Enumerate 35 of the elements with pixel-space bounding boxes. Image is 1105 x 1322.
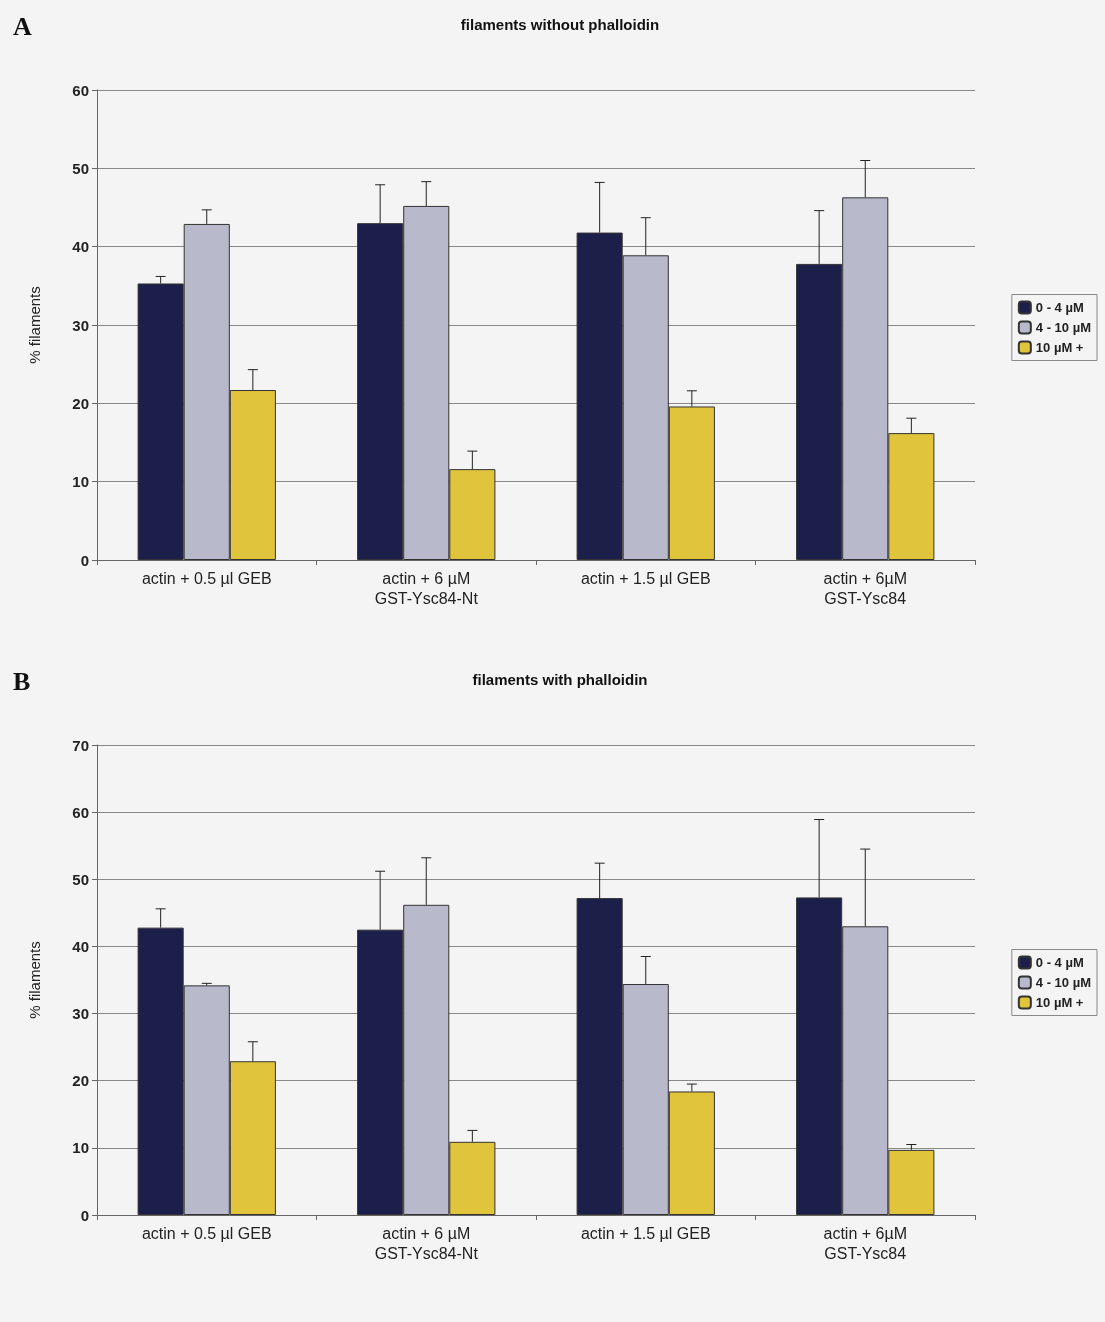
y-tick-label: 30 [72,1005,89,1023]
legend-label: 4 - 10 µM [1035,320,1092,335]
x-tick-label: actin + 6 µM GST-Ysc84-Nt [374,1224,479,1262]
y-tick-label: 20 [72,394,89,412]
y-tick-label: 0 [80,551,89,569]
x-tick-label: actin + 1.5 µl GEB [580,1224,711,1242]
y-axis-title: % filaments [26,286,43,364]
legend-label: 0 - 4 µM [1035,300,1084,315]
text: A [13,11,32,41]
y-tick-label: 10 [72,473,89,491]
x-tick-label: actin + 1.5 µl GEB [580,569,711,587]
text: B [13,666,31,696]
x-tick-label: actin + 0.5 µl GEB [141,1224,272,1242]
y-tick-label: 50 [72,159,89,177]
y-tick-label: 30 [72,316,89,334]
y-tick-label: 10 [72,1139,89,1157]
y-tick-label: 40 [72,937,89,955]
legend-label: 4 - 10 µM [1035,975,1092,990]
x-tick-label: actin + 6µM GST-Ysc84 [823,1224,907,1262]
y-tick-label: 60 [72,803,89,821]
y-tick-label: 0 [80,1206,89,1224]
legend-label: 10 µM + [1035,340,1084,355]
y-tick-label: 20 [72,1072,89,1090]
x-tick-label: actin + 6µM GST-Ysc84 [823,569,907,607]
chart-title: filaments with phalloidin [472,671,648,688]
legend-label: 0 - 4 µM [1035,955,1084,970]
y-axis-title: % filaments [26,941,43,1019]
legend-label: 10 µM + [1035,995,1084,1010]
y-tick-label: 50 [72,870,89,888]
y-tick-label: 40 [72,238,89,256]
x-tick-label: actin + 0.5 µl GEB [141,569,272,587]
chart-title: filaments without phalloidin [460,16,660,33]
y-tick-label: 60 [72,81,89,99]
x-tick-label: actin + 6 µM GST-Ysc84-Nt [374,569,479,607]
y-tick-label: 70 [72,736,89,754]
